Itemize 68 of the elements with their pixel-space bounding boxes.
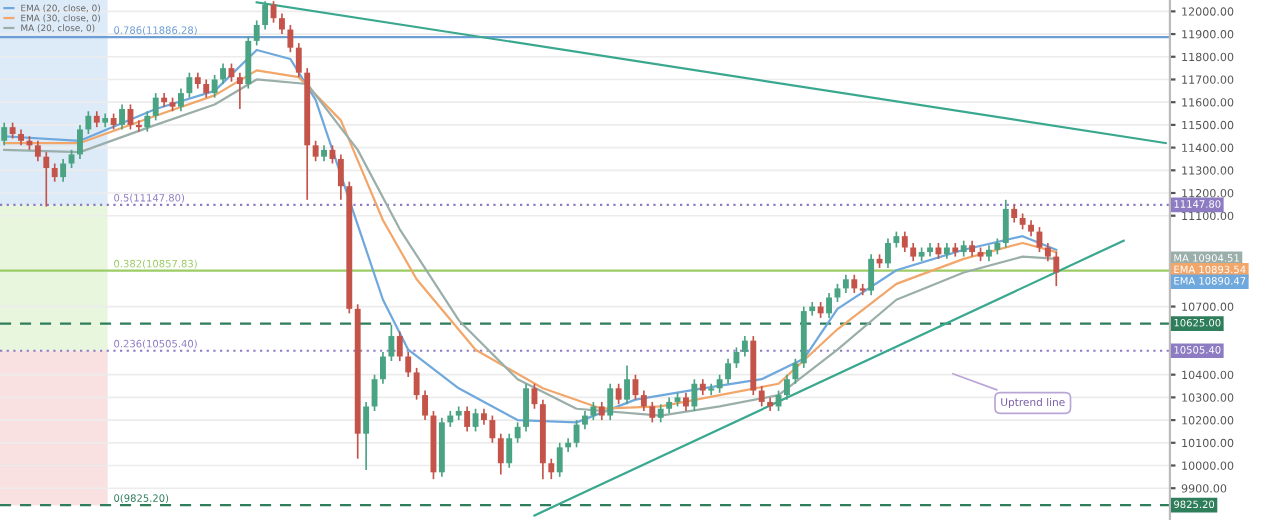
candlestick: [826, 292, 832, 319]
candlestick: [741, 335, 748, 358]
candlestick: [901, 230, 908, 253]
candlestick: [725, 357, 731, 385]
candlestick: [868, 253, 875, 297]
candlestick: [514, 421, 521, 444]
candlestick: [784, 373, 790, 401]
candlestick: [1011, 203, 1018, 224]
candlestick: [413, 367, 420, 401]
candlestick: [363, 401, 370, 471]
candlestick: [396, 330, 403, 362]
candlestick: [60, 158, 67, 183]
candlestick: [548, 457, 555, 480]
candlestick: [523, 382, 529, 433]
candlestick: [119, 103, 125, 131]
candlestick: [582, 410, 588, 431]
candlestick: [34, 139, 41, 163]
candlestick: [51, 162, 58, 183]
candlestick: [211, 74, 218, 99]
candlestick: [615, 382, 622, 406]
candlestick: [657, 403, 664, 424]
candlestick: [489, 414, 496, 444]
candlestick: [178, 87, 184, 113]
candlestick: [253, 19, 260, 47]
candlestick: [380, 351, 386, 385]
candlestick: [43, 151, 50, 208]
candlestick: [607, 382, 614, 421]
candlestick: [885, 237, 891, 269]
candlestick: [649, 401, 656, 424]
candlestick: [245, 35, 252, 90]
candlestick: [203, 78, 210, 99]
candlestick: [287, 24, 294, 54]
candlestick: [77, 124, 83, 160]
candlestick: [598, 401, 605, 421]
candlestick: [506, 432, 513, 469]
candlestick: [186, 71, 193, 99]
candlestick: [1, 121, 8, 147]
candlestick: [842, 273, 849, 294]
candlestick: [640, 389, 647, 412]
candlestick: [497, 432, 504, 476]
candlestick: [152, 92, 159, 122]
candlestick: [1002, 198, 1009, 249]
candlestick: [405, 351, 412, 378]
candlestick: [262, 0, 269, 31]
candlestick: [683, 392, 689, 412]
candlestick: [910, 242, 917, 262]
candlestick: [1053, 251, 1060, 287]
candlestick: [388, 323, 395, 362]
candlestick: [851, 273, 858, 294]
candlestick: [312, 139, 319, 163]
candlestick: [236, 71, 243, 110]
candlestick: [1044, 242, 1051, 262]
candlestick: [590, 401, 597, 421]
candlestick: [85, 110, 92, 135]
candlestick: [556, 441, 563, 478]
candlestick: [295, 42, 302, 79]
candlestick: [691, 378, 698, 412]
candlestick: [135, 119, 142, 133]
candlestick: [337, 153, 344, 201]
candlestick: [422, 389, 428, 421]
candlestick: [464, 405, 471, 433]
candlestick: [144, 110, 151, 133]
candlestick: [279, 12, 285, 35]
candlestick: [220, 62, 226, 85]
candlestick: [792, 357, 799, 385]
candlestick: [716, 373, 723, 394]
candlestick: [758, 385, 765, 408]
candlestick: [624, 364, 630, 406]
